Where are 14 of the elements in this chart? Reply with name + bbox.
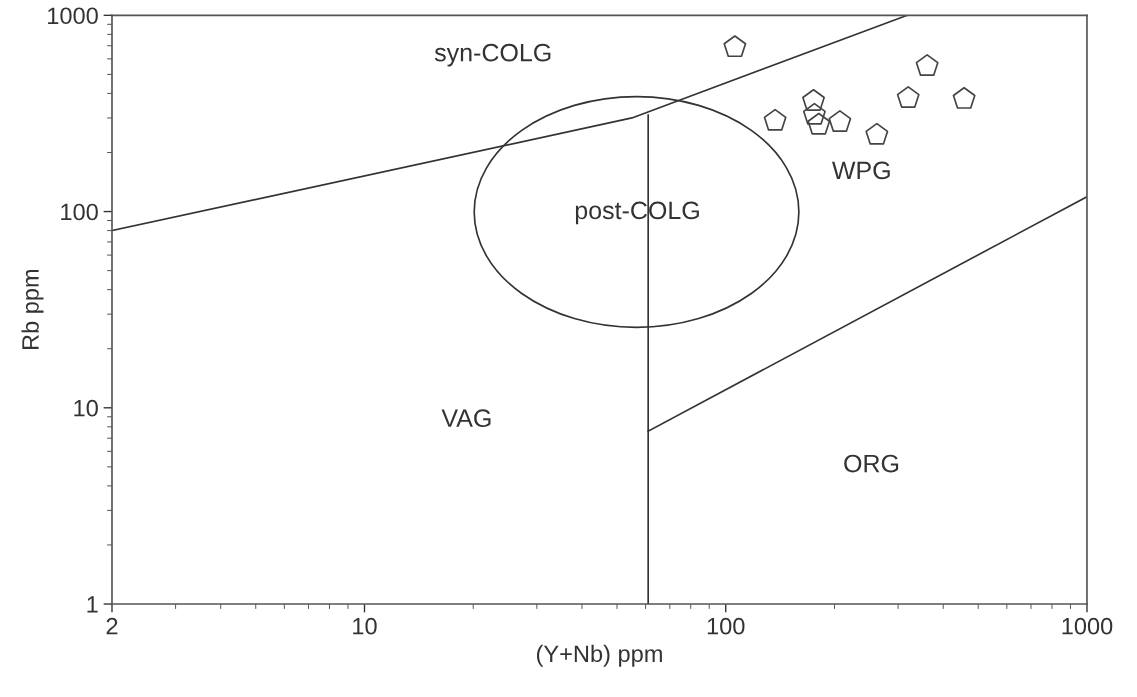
annotation: ORG [844, 454, 899, 473]
y-tick-label: 10 [74, 399, 98, 417]
x-tick-label: 10 [353, 617, 377, 635]
x-axis-title: (Y+Nb) ppm [536, 644, 662, 667]
annotation: WPG [832, 161, 890, 180]
y-tick-label: 1 [87, 596, 98, 613]
y-axis-title: Rb ppm [21, 269, 44, 350]
annotation: VAG [441, 409, 491, 428]
y-tick-label: 100 [61, 203, 98, 221]
x-tick-label: 100 [707, 617, 745, 635]
annotation: syn-COLG [434, 43, 551, 67]
x-tick-label: 1000 [1062, 617, 1113, 635]
x-tick-label: 2 [106, 617, 118, 635]
y-tick-label: 1000 [48, 7, 98, 25]
